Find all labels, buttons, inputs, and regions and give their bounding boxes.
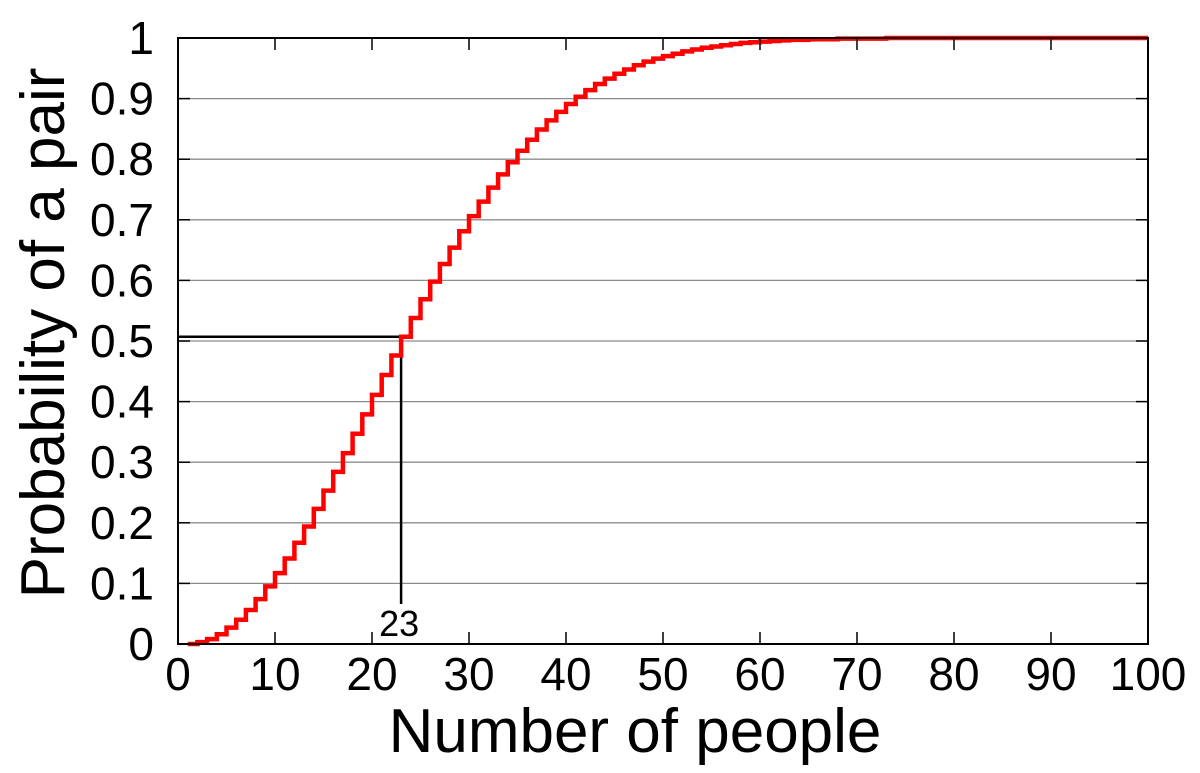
x-tick-labels: 0 10 20 30 40 50 60 70 80 90 100 [165,648,1186,700]
x-tick-label: 50 [637,648,688,700]
x-tick-label: 60 [734,648,785,700]
x-axis-title: Number of people [389,697,882,766]
x-tick-label: 100 [1110,648,1187,700]
x-tick-label: 30 [443,648,494,700]
y-tick-label: 0.5 [90,315,154,367]
x-tick-label: 90 [1025,648,1076,700]
y-tick-label: 0.1 [90,557,154,609]
y-tick-labels: 0 0.1 0.2 0.3 0.4 0.5 0.6 0.7 0.8 0.9 1 [90,12,154,670]
x-tick-label: 80 [928,648,979,700]
y-tick-label: 0.4 [90,376,154,428]
y-tick-label: 0.3 [90,436,154,488]
y-tick-label: 0 [128,618,154,670]
y-tick-label: 0.7 [90,194,154,246]
x-tick-label: 20 [346,648,397,700]
x-tick-label: 40 [540,648,591,700]
x-tick-label: 0 [165,648,191,700]
reference-lines [178,335,403,604]
x-tick-label: 10 [249,648,300,700]
y-tick-label: 0.9 [90,73,154,125]
ticks [177,37,1149,645]
y-axis-title: Probability of a pair [9,68,78,599]
annotation-label: 23 [379,603,419,644]
x-tick-label: 70 [831,648,882,700]
y-tick-label: 1 [128,12,154,64]
y-tick-label: 0.2 [90,497,154,549]
grid-lines [178,97,1148,585]
y-tick-label: 0.6 [90,254,154,306]
y-tick-label: 0.8 [90,133,154,185]
